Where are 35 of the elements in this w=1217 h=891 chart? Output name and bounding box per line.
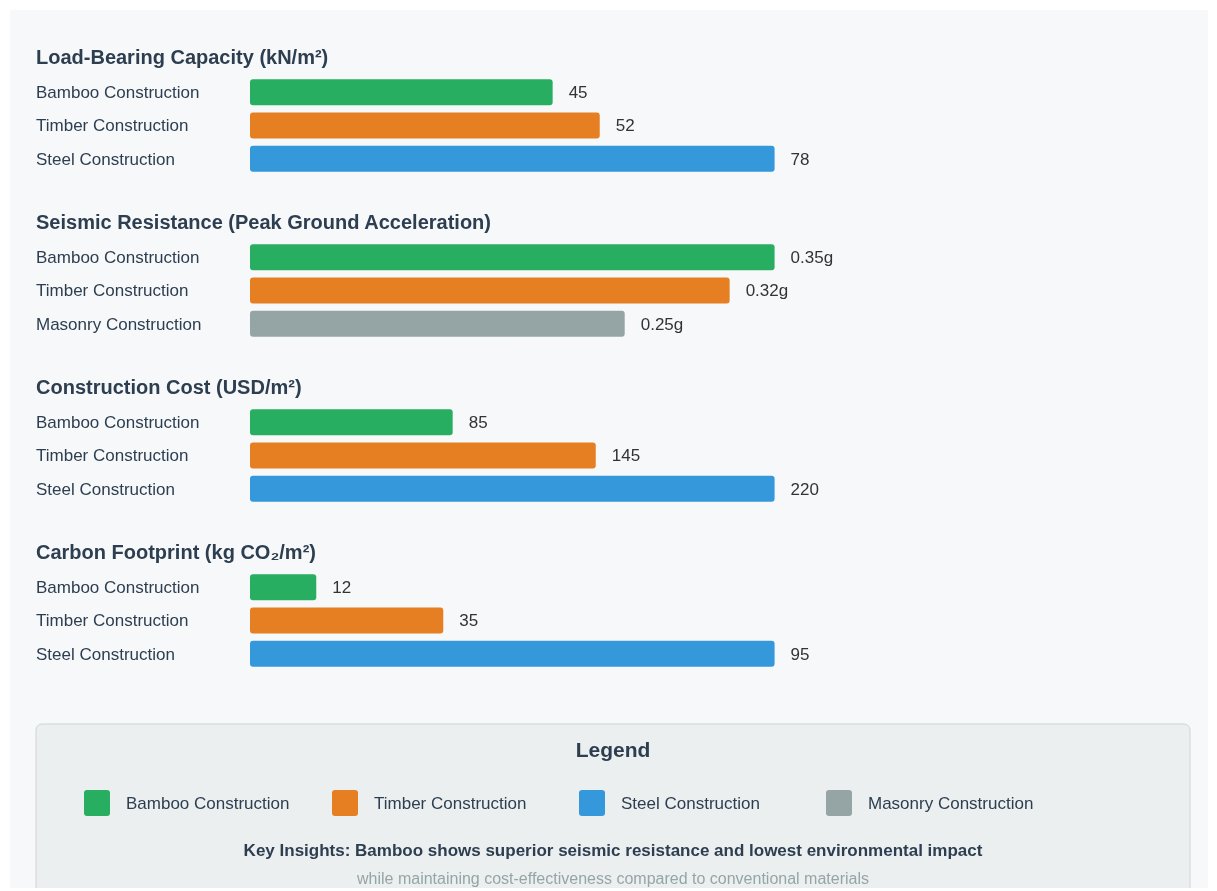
chart-title: Construction Cost (USD/m²) — [36, 376, 302, 398]
y-tick-label: Bamboo Construction — [36, 248, 200, 268]
y-tick-label: Timber Construction — [36, 116, 189, 136]
data-label: 0.25g — [640, 314, 684, 334]
text: Legend — [575, 738, 651, 761]
text: while maintaining cost-effectiveness compared to conventional materials — [356, 870, 869, 887]
data-label: 0.32g — [745, 281, 789, 301]
y-tick-label: Masonry Construction — [36, 314, 202, 334]
category-label: Steel Construction — [621, 793, 760, 813]
data-label: 12 — [332, 578, 352, 598]
y-tick-label: Bamboo Construction — [36, 83, 200, 103]
y-tick-label: Steel Construction — [36, 644, 175, 664]
data-label: 78 — [790, 149, 810, 169]
data-label: 45 — [568, 83, 588, 103]
y-tick-label: Steel Construction — [36, 149, 175, 169]
y-tick-label: Timber Construction — [36, 611, 189, 631]
data-label: 35 — [459, 611, 479, 631]
data-label: 95 — [790, 644, 810, 664]
category-label: Timber Construction — [374, 793, 527, 813]
text: Key Insights: Bamboo shows superior seismic resistance and lowest environmental impact — [243, 841, 983, 860]
y-tick-label: Timber Construction — [36, 446, 189, 466]
category-label: Masonry Construction — [868, 793, 1034, 813]
chart-title: Seismic Resistance (Peak Ground Acceleration) — [36, 211, 491, 233]
chart-title: Load-Bearing Capacity (kN/m²) — [36, 46, 329, 68]
data-label: 145 — [611, 446, 641, 466]
y-tick-label: Steel Construction — [36, 479, 175, 499]
category-label: Bamboo Construction — [126, 793, 290, 813]
chart-title: Carbon Footprint (kg CO₂/m²) — [36, 541, 316, 563]
y-tick-label: Timber Construction — [36, 281, 189, 301]
data-label: 0.35g — [790, 248, 834, 268]
data-label: 52 — [615, 116, 635, 136]
y-tick-label: Bamboo Construction — [36, 413, 200, 433]
y-tick-label: Bamboo Construction — [36, 578, 200, 598]
data-label: 85 — [468, 413, 488, 433]
data-label: 220 — [790, 479, 819, 499]
